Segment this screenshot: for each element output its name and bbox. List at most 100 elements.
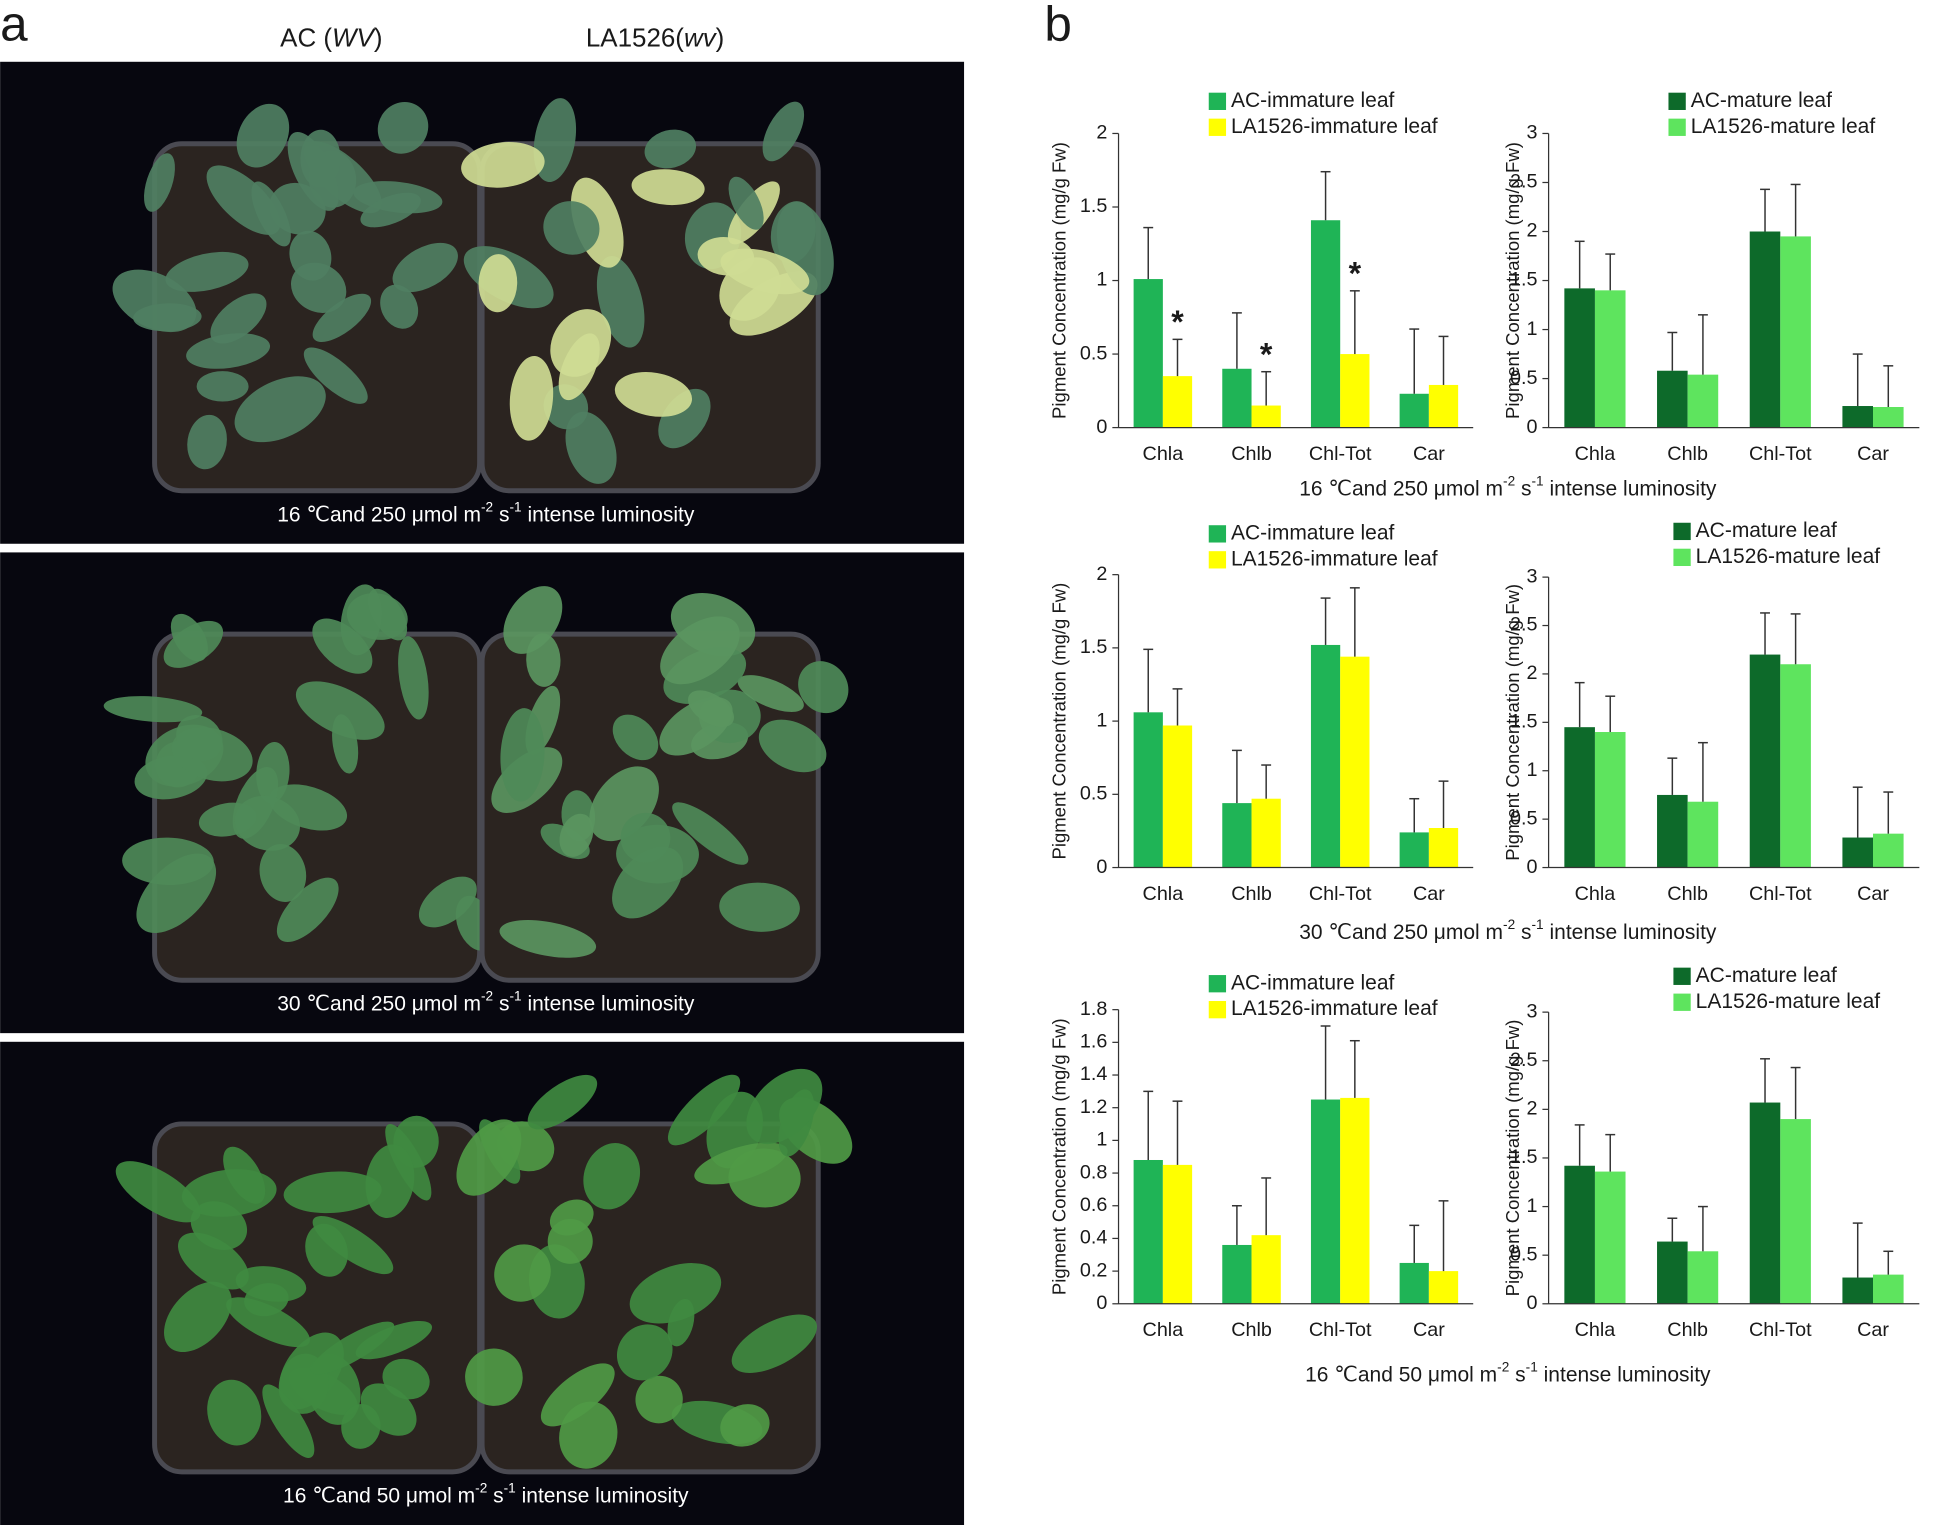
bar xyxy=(1133,1159,1163,1304)
leaf xyxy=(565,411,617,484)
text-part: -2 xyxy=(1497,1360,1509,1375)
leaf xyxy=(163,620,224,668)
bar xyxy=(1222,368,1252,428)
legend-swatch xyxy=(1668,92,1686,110)
leaf xyxy=(688,690,734,727)
bar xyxy=(1340,354,1370,428)
bar xyxy=(1162,1164,1193,1304)
bar xyxy=(1873,407,1904,428)
leaf xyxy=(276,877,339,942)
y-tick-label: 1.8 xyxy=(1080,998,1107,1020)
leaf xyxy=(398,636,429,720)
leaf xyxy=(770,201,816,264)
leaf xyxy=(631,169,705,206)
text-part: ) xyxy=(374,24,383,52)
text-part: intense luminosity xyxy=(522,992,695,1015)
chart-caption: 30 ℃and 250 μmol m-2 s-1 intense luminos… xyxy=(1299,917,1717,943)
y-tick-label: 0.6 xyxy=(1080,1194,1107,1216)
y-tick-label: 1.4 xyxy=(1080,1063,1107,1085)
y-axis-title: Pigment Concentration (mg/g Fw) xyxy=(1502,1020,1523,1297)
bar xyxy=(1428,828,1459,868)
y-tick-label: 0 xyxy=(1096,1292,1107,1314)
leaf xyxy=(737,675,804,712)
leaf xyxy=(667,1298,695,1347)
y-tick-label: 1.5 xyxy=(1510,269,1537,291)
bar xyxy=(1428,1271,1459,1304)
legend-swatch xyxy=(1208,525,1227,543)
text-part: intense luminosity xyxy=(516,1484,689,1507)
x-tick-label: Car xyxy=(1413,443,1445,465)
leaf xyxy=(540,1363,615,1427)
leaf xyxy=(418,876,477,928)
legend-swatch xyxy=(1668,118,1686,136)
y-tick-label: 2.5 xyxy=(1510,614,1537,636)
bar xyxy=(1594,1171,1626,1304)
leaf xyxy=(259,844,307,902)
y-tick-label: 1.2 xyxy=(1080,1096,1107,1118)
bar xyxy=(1657,794,1688,868)
leaf xyxy=(644,129,697,169)
leaf xyxy=(186,333,271,369)
y-tick-label: 0 xyxy=(1526,416,1537,438)
leaf xyxy=(312,618,373,674)
text-part: -1 xyxy=(1532,473,1544,488)
text-part: 30 ℃and 250 μmol m xyxy=(277,992,481,1015)
leaf xyxy=(289,230,332,281)
text-part: 16 ℃and 50 μmol m xyxy=(1305,1363,1497,1386)
text-part: s xyxy=(493,503,509,526)
significance-marker: * xyxy=(1349,255,1362,291)
legend-label: AC-immature leaf xyxy=(1231,89,1395,112)
y-tick-label: 0 xyxy=(1526,1292,1537,1314)
panel-label: b xyxy=(1044,0,1072,51)
text-part: -2 xyxy=(1503,917,1515,932)
bar xyxy=(1594,290,1626,428)
leaf xyxy=(332,714,359,774)
leaf xyxy=(178,1232,249,1290)
x-tick-label: Chla xyxy=(1575,1319,1616,1341)
x-tick-label: Car xyxy=(1857,883,1889,905)
x-tick-label: Chl-Tot xyxy=(1749,1319,1812,1341)
leaf xyxy=(165,251,249,292)
leaf xyxy=(614,372,693,417)
legend-swatch xyxy=(1673,967,1691,985)
bar xyxy=(1657,370,1688,428)
legend-swatch xyxy=(1673,993,1691,1011)
text-part: 16 ℃and 250 μmol m xyxy=(1299,477,1503,500)
leaf xyxy=(798,661,849,714)
bar xyxy=(1687,801,1719,868)
y-tick-label: 0.2 xyxy=(1080,1259,1107,1281)
leaf xyxy=(310,1321,395,1375)
x-tick-label: Chl-Tot xyxy=(1309,443,1372,465)
text-part: -1 xyxy=(1526,1360,1538,1375)
bar xyxy=(1842,1277,1874,1304)
leaf xyxy=(144,153,175,212)
leaf xyxy=(629,1263,722,1324)
leaf xyxy=(234,795,301,851)
leaf xyxy=(223,1146,266,1204)
legend-swatch xyxy=(1208,975,1227,993)
bar xyxy=(1842,406,1874,428)
legend-swatch xyxy=(1208,551,1227,569)
y-tick-label: 1.6 xyxy=(1080,1031,1107,1053)
y-tick-label: 1 xyxy=(1096,1129,1107,1151)
leaf xyxy=(558,333,600,401)
x-tick-label: Chl-Tot xyxy=(1749,443,1812,465)
x-tick-label: Chl-Tot xyxy=(1749,883,1812,905)
bar xyxy=(1780,236,1811,428)
genotype-label: LA1526(wv) xyxy=(586,24,724,52)
bar xyxy=(1340,656,1370,868)
leaf xyxy=(251,181,291,247)
leaf xyxy=(377,102,429,154)
leaf xyxy=(612,714,659,761)
y-tick-label: 3 xyxy=(1526,565,1537,587)
leaf xyxy=(719,882,800,932)
leaf xyxy=(236,103,290,168)
leaf xyxy=(527,1074,598,1130)
leaf xyxy=(547,1218,593,1264)
text-part: intense luminosity xyxy=(1538,1363,1711,1386)
bar xyxy=(1564,288,1595,428)
bar xyxy=(1222,803,1252,868)
text-part: -2 xyxy=(481,989,493,1004)
legend-label: AC-mature leaf xyxy=(1691,89,1832,112)
leaf xyxy=(303,347,368,404)
